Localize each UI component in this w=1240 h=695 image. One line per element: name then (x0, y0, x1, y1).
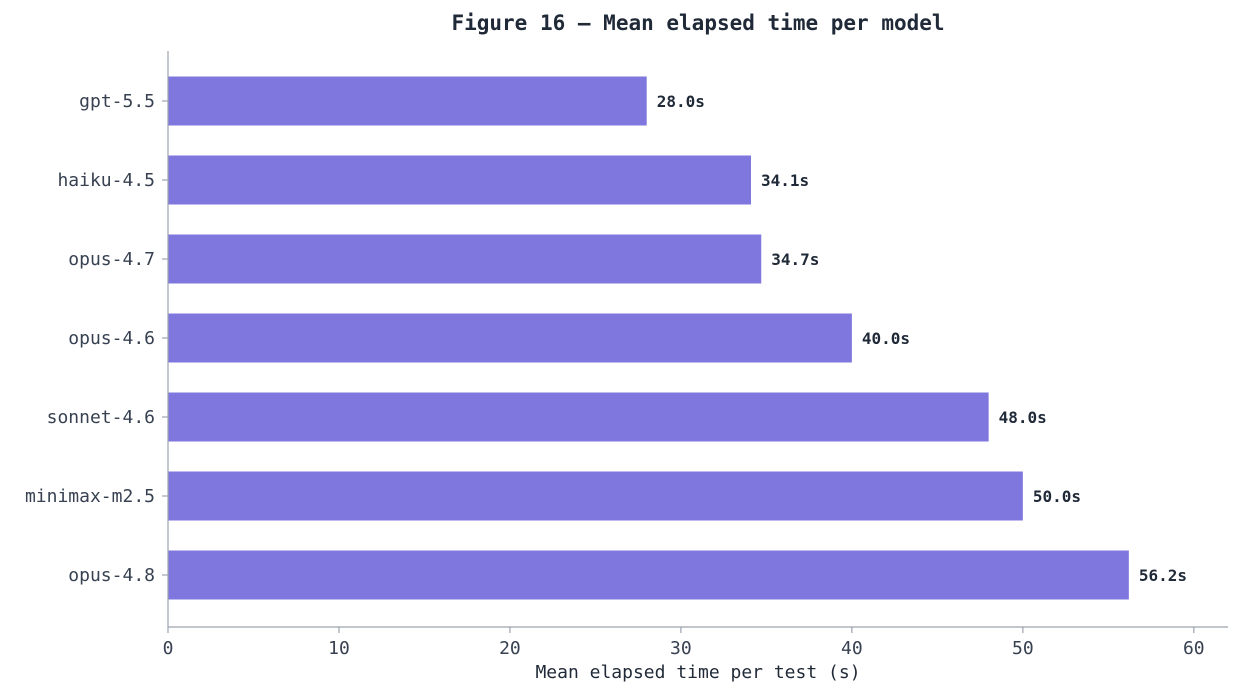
value-label-opus-4.6: 40.0s (862, 329, 910, 348)
x-tick-label-0: 0 (163, 638, 174, 659)
category-label-gpt-5.5: gpt-5.5 (79, 91, 155, 112)
value-label-opus-4.7: 34.7s (771, 250, 819, 269)
bar-opus-4.8 (168, 550, 1129, 600)
x-tick-label-10: 10 (328, 638, 350, 659)
category-label-opus-4.8: opus-4.8 (68, 565, 155, 586)
bar-sonnet-4.6 (168, 392, 989, 442)
x-tick-label-60: 60 (1183, 638, 1205, 659)
value-label-minimax-m2.5: 50.0s (1033, 487, 1081, 506)
category-label-opus-4.6: opus-4.6 (68, 328, 155, 349)
value-label-opus-4.8: 56.2s (1139, 566, 1187, 585)
category-label-minimax-m2.5: minimax-m2.5 (25, 486, 155, 507)
bar-gpt-5.5 (168, 76, 647, 126)
value-labels-group: 28.0s 34.1s 34.7s 40.0s 48.0s 50.0s 56.2s (657, 92, 1187, 585)
category-label-haiku-4.5: haiku-4.5 (57, 170, 155, 191)
bar-minimax-m2.5 (168, 471, 1023, 521)
bars-group (168, 76, 1129, 600)
value-label-sonnet-4.6: 48.0s (999, 408, 1047, 427)
category-label-opus-4.7: opus-4.7 (68, 249, 155, 270)
chart-title: Figure 16 — Mean elapsed time per model (451, 11, 944, 35)
value-label-haiku-4.5: 34.1s (761, 171, 809, 190)
bar-opus-4.6 (168, 313, 852, 363)
category-labels-group: gpt-5.5 haiku-4.5 opus-4.7 opus-4.6 sonnet-4… (25, 91, 168, 586)
x-axis-label: Mean elapsed time per test (s) (535, 662, 860, 683)
x-tick-label-50: 50 (1012, 638, 1034, 659)
category-label-sonnet-4.6: sonnet-4.6 (47, 407, 155, 428)
x-tick-label-30: 30 (670, 638, 692, 659)
x-ticks-group: 0 10 20 30 40 50 60 (163, 627, 1205, 659)
x-tick-label-20: 20 (499, 638, 521, 659)
bar-haiku-4.5 (168, 155, 751, 205)
bar-opus-4.7 (168, 234, 762, 284)
x-tick-label-40: 40 (841, 638, 863, 659)
value-label-gpt-5.5: 28.0s (657, 92, 705, 111)
